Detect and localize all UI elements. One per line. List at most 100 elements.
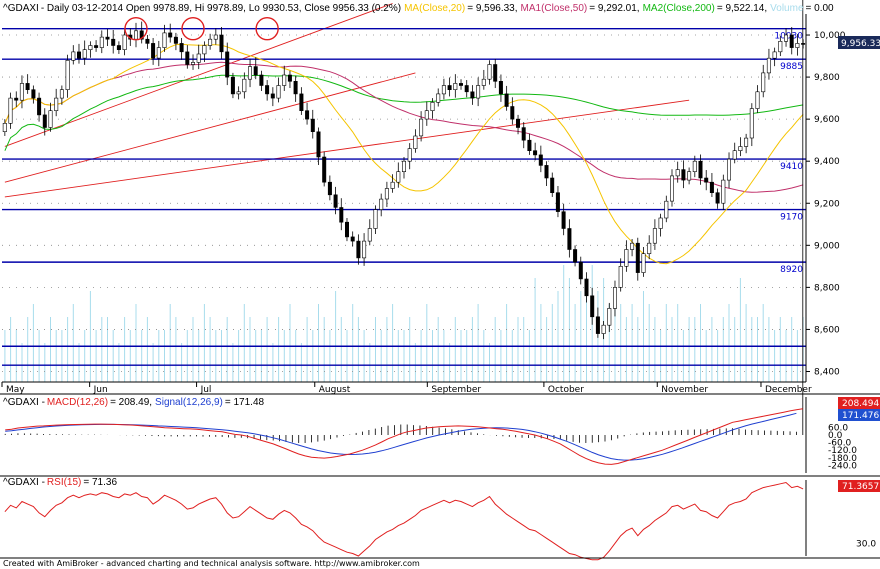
candle-body xyxy=(578,261,583,280)
macd-tick-label: 0.0 xyxy=(828,431,843,441)
candle-body xyxy=(225,51,230,78)
candle-body xyxy=(25,83,30,91)
volume-bar xyxy=(203,304,205,382)
volume-bar xyxy=(158,330,160,382)
volume-bar xyxy=(27,317,29,382)
signal-line xyxy=(5,412,797,461)
candle-body xyxy=(339,207,344,223)
candle-body xyxy=(607,308,612,326)
volume-bar xyxy=(146,317,148,382)
volume-bar xyxy=(67,317,69,382)
candle-body xyxy=(248,66,253,80)
candle-body xyxy=(71,51,76,61)
volume-bar xyxy=(38,330,40,382)
candle-body xyxy=(356,240,361,259)
volume-bar xyxy=(164,330,165,382)
volume-bar xyxy=(243,304,245,382)
candle-body xyxy=(721,179,726,204)
candle-body xyxy=(772,51,777,59)
volume-bar xyxy=(295,330,297,382)
x-tick-label: August xyxy=(319,385,351,395)
candle-body xyxy=(350,236,355,242)
candle-body xyxy=(88,45,93,50)
volume-bar xyxy=(454,317,456,382)
volume-bar xyxy=(466,330,468,382)
candle-body xyxy=(527,139,532,151)
ma200-label: MA2(Close,200) xyxy=(643,3,715,14)
volume-bar xyxy=(751,317,753,382)
candle-body xyxy=(390,181,395,189)
volume-bar xyxy=(4,330,6,382)
volume-bar xyxy=(574,304,576,382)
level-label: 10030 xyxy=(774,32,803,42)
volume-bar xyxy=(500,330,502,382)
candle-body xyxy=(19,83,24,101)
candle-body xyxy=(54,97,59,111)
volume-bar xyxy=(209,317,211,382)
candle-body xyxy=(94,45,99,48)
candle-body xyxy=(242,78,247,93)
volume-bar xyxy=(774,330,776,382)
macd-badge-bg xyxy=(838,397,880,409)
candle-body xyxy=(652,228,657,244)
level-label: 9885 xyxy=(780,62,803,72)
volume-bar xyxy=(169,304,171,382)
price-tick-label: 10,000 xyxy=(814,31,846,41)
volume-bar xyxy=(551,304,553,382)
x-tick-label: October xyxy=(548,385,584,395)
volume-bar xyxy=(511,330,513,382)
candle-body xyxy=(664,200,669,219)
volume-bar xyxy=(528,330,530,382)
volume-bar xyxy=(563,265,565,382)
price-tick-label: 9,200 xyxy=(814,199,840,209)
volume-bar xyxy=(682,330,684,382)
ma50-label: MA1(Close,50) xyxy=(521,3,588,14)
rsi-value: = 71.36 xyxy=(83,477,117,488)
rsi-badge: 71.3657 xyxy=(842,482,879,492)
signal-badge: 171.476 xyxy=(842,411,879,421)
rsi-tick-label: 30.0 xyxy=(856,539,876,549)
volume-bar xyxy=(363,330,365,382)
candle-body xyxy=(590,295,595,318)
volume-bar xyxy=(523,317,525,382)
volume-bar xyxy=(129,330,131,382)
candle-body xyxy=(726,158,731,181)
volume-value: = 0.00 xyxy=(806,3,835,14)
volume-bar xyxy=(671,317,673,382)
ticker-label: ^GDAXI xyxy=(3,3,39,14)
candle-body xyxy=(704,177,709,183)
macd-tick-label: -240.0 xyxy=(828,461,857,471)
candle-body xyxy=(139,30,144,40)
volume-bar xyxy=(711,317,713,382)
annotation-circle xyxy=(255,17,279,41)
candle-body xyxy=(567,228,572,250)
candle-body xyxy=(179,43,184,53)
candle-body xyxy=(111,38,116,46)
ma20-value: = 9,596.33, xyxy=(467,3,517,14)
candle-body xyxy=(755,91,760,109)
volume-bar xyxy=(95,330,97,382)
candle-body xyxy=(333,194,338,208)
candle-body xyxy=(322,156,327,183)
trend-line xyxy=(4,72,416,183)
volume-bar xyxy=(380,330,382,382)
candle-body xyxy=(413,135,418,149)
candle-body xyxy=(675,169,680,177)
volume-bar xyxy=(181,343,183,382)
rsi-line xyxy=(4,481,804,561)
volume-bar xyxy=(432,330,433,382)
price-info: - Daily 03-12-2014 Open 9978.89, Hi 9978… xyxy=(41,3,401,14)
rsi-badge-bg xyxy=(838,480,880,492)
price-panel: 10030 9885 9410 9170 8920 8,400 8,600 8,800 9,00… xyxy=(1,3,846,395)
candle-body xyxy=(65,59,70,90)
volume-bar xyxy=(198,330,200,382)
volume-bar xyxy=(323,317,325,382)
volume-bar xyxy=(392,304,394,382)
volume-bar xyxy=(568,278,570,382)
candle-body xyxy=(344,221,349,238)
volume-bar xyxy=(357,317,359,382)
volume-bar xyxy=(791,317,793,382)
volume-bar xyxy=(648,304,650,382)
volume-bar xyxy=(335,291,337,382)
candle-body xyxy=(173,36,178,44)
